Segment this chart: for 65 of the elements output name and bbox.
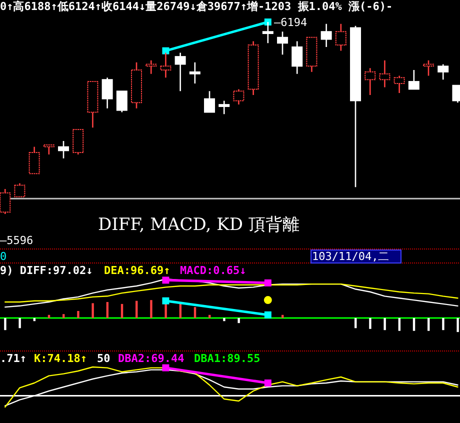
point [264,279,272,286]
candlestick [102,77,113,110]
text: DBA1:89.55 [194,352,260,365]
candlestick [218,100,230,115]
bar [456,318,459,332]
text: DBA2:69.44 [118,352,185,365]
point [162,276,170,284]
candlestick [131,62,142,110]
text: K:74.18↑ [34,352,87,365]
bar [354,318,357,328]
candlestick [394,75,405,94]
bar [412,318,416,331]
annotation: —6194 [274,16,308,29]
bar [384,318,386,330]
candlestick [438,64,449,80]
candlestick [28,146,40,174]
bar [179,304,182,318]
bar [62,314,65,318]
bar [223,318,226,322]
bar [398,318,401,331]
candlestick [379,60,390,88]
text: 9) DIFF:97.02↓ [0,264,93,277]
bar [120,304,124,318]
candlestick [292,40,303,74]
bar [18,318,21,328]
candlestick [248,40,259,96]
candlestick [146,60,157,74]
candlestick [189,62,200,84]
text: 103/11/04,二 [312,250,390,263]
candlestick [423,60,434,76]
point [264,296,272,304]
bar [106,302,109,318]
text: 50 [97,352,110,365]
candlestick [174,52,186,92]
candlestick [350,25,362,188]
point [264,311,272,318]
candlestick [87,81,98,128]
bar [92,303,94,318]
candlestick [277,30,288,56]
bar [369,318,372,329]
bar [4,318,6,330]
candlestick [0,188,11,215]
point [162,297,170,304]
candlestick [233,88,244,106]
candlestick [408,69,420,90]
candlestick [335,23,346,52]
bar [238,318,240,324]
bar [150,300,152,318]
bar [136,300,138,318]
bar [77,310,80,318]
candlestick [364,67,376,96]
bar [428,318,430,331]
text: 0 [0,250,7,263]
candlestick [306,36,318,73]
text: DEA:96.69↑ [104,264,170,277]
chart-title: 0↑高6188↑低6124↑收6144↓量26749↓倉39677↑增-1203 振1.04% 漲(-6)- [0,0,393,13]
bar [442,318,444,330]
candlestick [58,140,70,159]
text: .71↑ [0,352,26,365]
candlestick [320,23,332,48]
bar [194,307,196,318]
text: MACD:0.65↓ [180,264,246,277]
candlestick [72,129,84,156]
text: —5596 [0,234,34,247]
text: DIFF, MACD, KD 頂背離 [98,215,300,235]
